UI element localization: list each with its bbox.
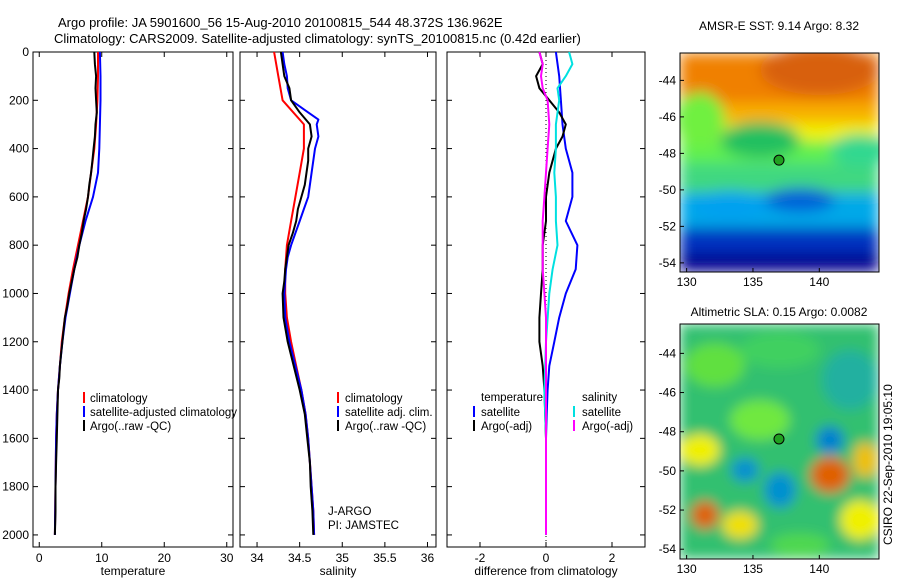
map-y-tick-label: -50 (659, 183, 677, 197)
series-line-satellite-adjusted-climatology (53, 51, 102, 535)
figure-title-line1: Argo profile: JA 5901600_56 15-Aug-2010 … (58, 15, 503, 30)
salinity-legend: climatology satellite adj. clim. Argo(..… (328, 392, 433, 532)
x-tick-label: 20 (158, 551, 172, 565)
legend-label-sal-argo: Argo(-adj) (582, 421, 633, 433)
x-tick-label: 30 (220, 551, 234, 565)
x-tick-label: 10 (95, 551, 109, 565)
legend-label-argo: Argo(..raw -QC) (90, 421, 171, 433)
y-tick-label: 800 (9, 238, 29, 252)
y-tick-label: 2000 (2, 528, 29, 542)
x-axis-label: salinity (320, 564, 357, 578)
sst-map-axes: 130 135 140 -44 -46 -48 -50 -52 -54 (659, 52, 880, 289)
map-x-tick-label: 130 (677, 562, 697, 576)
y-tick-label: 600 (9, 190, 29, 204)
map-x-tick-label: 140 (809, 275, 829, 289)
temperature-profile-panel: 0 10 20 30 temperature 0 200 400 600 800 1000 1200 1… (2, 45, 233, 578)
x-tick-label: 34 (250, 551, 264, 565)
x-tick-label: 35.5 (373, 551, 397, 565)
legend-label-temp-satellite: satellite (481, 407, 520, 419)
data-centre-annotation: J-ARGO (328, 506, 372, 518)
legend-label-satellite-adj: satellite adj. clim. (345, 407, 433, 419)
map-y-tick-label: -54 (659, 256, 677, 270)
series-line-climatology (53, 52, 99, 535)
sla-argo-location-marker (773, 433, 785, 445)
map-x-tick-label: 130 (677, 275, 697, 289)
y-tick-label: 1600 (2, 431, 29, 445)
series-line-argo-raw-qc- (53, 51, 98, 535)
y-tick-label: 1200 (2, 335, 29, 349)
map-x-tick-label: 135 (743, 275, 763, 289)
temperature-legend: climatology satellite-adjusted climatolo… (83, 392, 237, 433)
sst-field (680, 53, 879, 272)
sla-map-axes: 130 135 140 -44 -46 -48 -50 -52 -54 (659, 323, 880, 576)
series-line-temperature-satellite (545, 51, 579, 535)
series-line-salinity-argo-adj- (538, 51, 551, 535)
sst-map-panel: AMSR-E SST: 9.14 Argo: 8.32 130 135 140 -44… (659, 19, 880, 289)
difference-legend: temperature satellite Argo(-adj) salinit… (473, 392, 633, 433)
series-line-temperature-argo-adj- (535, 51, 567, 535)
map-y-tick-label: -48 (659, 146, 677, 160)
sla-map-panel: Altimetric SLA: 0.15 Argo: 0.0082 130 (659, 305, 880, 576)
x-axis-label: difference from climatology (474, 564, 617, 578)
x-tick-label: 36 (421, 551, 435, 565)
legend-label-temp-argo: Argo(-adj) (481, 421, 532, 433)
legend-heading-temperature: temperature (481, 392, 543, 404)
salinity-profile-panel: 34 34.5 35 35.5 36 salinity (239, 51, 437, 578)
legend-heading-salinity: salinity (582, 392, 617, 404)
map-y-tick-label: -50 (659, 464, 677, 478)
axes-frame (239, 51, 437, 548)
map-y-tick-label: -44 (659, 346, 677, 360)
map-x-tick-label: 135 (743, 562, 763, 576)
map-y-tick-label: -52 (659, 503, 677, 517)
series-line-satellite-adj-clim- (281, 51, 320, 535)
x-tick-label: 35 (336, 551, 350, 565)
footer-timestamp: CSIRO 22-Sep-2010 19:05:10 (881, 384, 895, 545)
x-tick-label: 0 (543, 551, 550, 565)
sst-map-title: AMSR-E SST: 9.14 Argo: 8.32 (699, 19, 859, 33)
series-line-argo-raw-qc- (279, 51, 315, 535)
map-y-tick-label: -46 (659, 110, 677, 124)
y-tick-label: 1000 (2, 286, 29, 300)
map-frame (679, 323, 880, 560)
x-tick-label: -2 (475, 551, 486, 565)
sst-argo-location-marker (773, 154, 785, 166)
y-tick-label: 200 (9, 93, 29, 107)
sla-map-title: Altimetric SLA: 0.15 Argo: 0.0082 (691, 305, 868, 319)
series-line-climatology (273, 51, 316, 535)
legend-label-climatology: climatology (90, 393, 148, 405)
map-y-tick-label: -54 (659, 542, 677, 556)
figure-title-line2: Climatology: CARS2009. Satellite-adjuste… (54, 31, 581, 46)
map-y-tick-label: -46 (659, 386, 677, 400)
y-tick-label: 0 (22, 45, 29, 59)
map-y-tick-label: -52 (659, 219, 677, 233)
series-line-salinity-satellite (543, 51, 574, 535)
y-tick-label: 1400 (2, 383, 29, 397)
map-y-tick-label: -48 (659, 425, 677, 439)
x-tick-label: 2 (609, 551, 616, 565)
map-frame (679, 52, 880, 273)
axes-frame (32, 51, 234, 548)
legend-label-climatology: climatology (345, 393, 403, 405)
x-tick-label: 0 (36, 551, 43, 565)
x-axis-label: temperature (101, 564, 166, 578)
legend-label-sal-satellite: satellite (582, 407, 621, 419)
legend-label-satellite-adjusted: satellite-adjusted climatology (90, 407, 237, 419)
y-tick-label: 1800 (2, 480, 29, 494)
map-x-tick-label: 140 (809, 562, 829, 576)
legend-label-argo: Argo(..raw -QC) (345, 421, 426, 433)
map-y-tick-label: -44 (659, 73, 677, 87)
x-tick-label: 34.5 (288, 551, 312, 565)
pi-annotation: PI: JAMSTEC (328, 520, 399, 532)
y-tick-label: 400 (9, 142, 29, 156)
